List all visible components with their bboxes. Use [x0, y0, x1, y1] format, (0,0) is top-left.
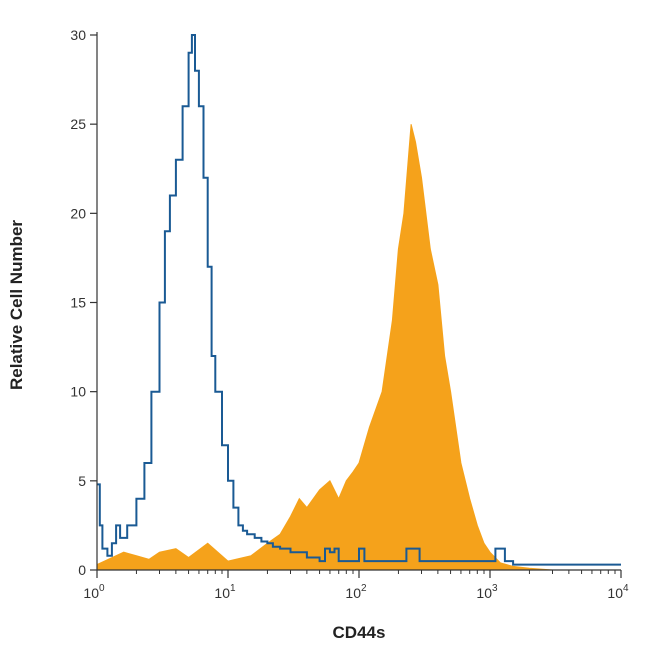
series-layer — [96, 34, 621, 571]
y-tick-label: 0 — [78, 562, 86, 578]
y-tick-label: 5 — [78, 473, 86, 489]
x-tick-label: 103 — [476, 583, 498, 601]
y-tick-label: 10 — [70, 384, 86, 400]
series-1-outline-histogram — [97, 34, 621, 566]
y-tick-label: 15 — [70, 295, 86, 311]
axes-layer: 0 5 10 15 20 25 30 100 101 102 103 104 — [70, 27, 629, 601]
y-tick-label: 25 — [70, 116, 86, 132]
y-tick-label: 30 — [70, 27, 86, 43]
x-tick-label: 100 — [83, 583, 105, 601]
series-0-filled-histogram — [96, 124, 621, 571]
y-tick-label: 20 — [70, 205, 86, 221]
x-axis-title: CD44s — [333, 623, 386, 642]
x-tick-label: 104 — [607, 583, 629, 601]
x-tick-label: 101 — [214, 583, 236, 601]
x-tick-label: 102 — [345, 583, 367, 601]
y-axis-title: Relative Cell Number — [7, 220, 26, 390]
